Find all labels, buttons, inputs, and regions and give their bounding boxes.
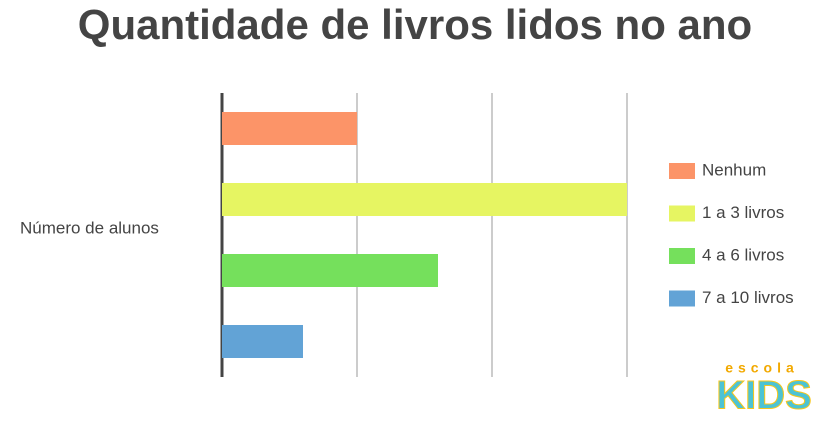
logo-top: escola: [725, 360, 799, 376]
chart-title: Quantidade de livros lidos no ano: [78, 1, 752, 48]
bar: [222, 254, 438, 287]
legend-label: 1 a 3 livros: [702, 203, 784, 222]
legend-label: Nenhum: [702, 160, 766, 179]
legend-swatch: [669, 290, 695, 307]
legend-swatch: [669, 205, 695, 222]
y-axis-label: Número de alunos: [20, 218, 159, 237]
bar: [222, 325, 303, 358]
legend-label: 7 a 10 livros: [702, 288, 794, 307]
bar: [222, 183, 627, 216]
bar: [222, 112, 357, 145]
legend-label: 4 a 6 livros: [702, 245, 784, 264]
legend-swatch: [669, 163, 695, 179]
logo-bottom: KIDS: [716, 374, 812, 418]
legend-swatch: [669, 248, 695, 264]
